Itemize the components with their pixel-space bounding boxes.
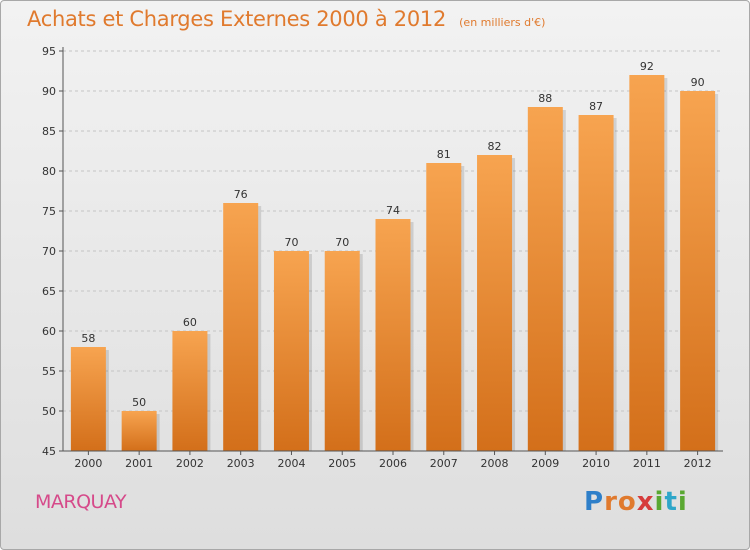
logo-letter: o [617,487,637,517]
y-tick-label: 80 [42,165,56,178]
bar-value-label: 60 [183,316,197,329]
y-tick-label: 50 [42,405,56,418]
bar [273,251,309,451]
bar-value-label: 74 [386,204,400,217]
x-tick-label: 2007 [430,457,458,470]
y-tick-label: 55 [42,365,56,378]
axes: 45 50 55 60 65 70 75 80 85 90 95 2000 2001 2002 2003 20… [42,45,723,470]
x-tick-label: 2005 [328,457,356,470]
bar [629,75,665,451]
bar [426,163,462,451]
bar-value-label: 81 [437,148,451,161]
y-tick-label: 85 [42,125,56,138]
logo-letter: t [664,487,678,517]
x-tick-label: 2006 [379,457,407,470]
bar [680,91,716,451]
bar [375,219,411,451]
bar [70,347,106,451]
bar [578,115,614,451]
x-tick-label: 2012 [684,457,712,470]
bar-value-label: 88 [538,92,552,105]
y-tick-label: 70 [42,245,56,258]
y-tick-label: 65 [42,285,56,298]
y-tick-label: 90 [42,85,56,98]
bar-value-label: 82 [488,140,502,153]
bars: 58 50 60 76 70 70 74 81 82 88 87 92 90 [70,60,719,451]
place-name: MARQUAY [35,491,127,513]
logo-letter: i [677,487,688,517]
proxiti-logo: Proxiti [584,487,688,517]
bar-value-label: 92 [640,60,654,73]
bar-value-label: 58 [81,332,95,345]
bar [223,203,259,451]
x-tick-label: 2002 [176,457,204,470]
bar-value-label: 90 [691,76,705,89]
x-tick-label: 2004 [277,457,305,470]
bar-value-label: 50 [132,396,146,409]
x-tick-label: 2009 [531,457,559,470]
chart-title-main: Achats et Charges Externes 2000 à 2012 [27,7,447,31]
logo-letter: P [584,487,605,517]
x-tick-label: 2011 [633,457,661,470]
chart-title-unit: (en milliers d'€) [459,16,546,29]
y-tick-label: 60 [42,325,56,338]
bar-value-label: 70 [335,236,349,249]
x-tick-label: 2003 [227,457,255,470]
x-tick-label: 2001 [125,457,153,470]
y-tick-label: 45 [42,445,56,458]
bar [121,411,157,451]
logo-letter: i [654,487,665,517]
y-tick-label: 75 [42,205,56,218]
bar-value-label: 70 [284,236,298,249]
bar [172,331,208,451]
bar [477,155,513,451]
x-tick-label: 2000 [74,457,102,470]
bar-value-label: 87 [589,100,603,113]
x-tick-label: 2008 [481,457,509,470]
logo-letter: x [636,487,655,517]
y-tick-label: 95 [42,45,56,58]
logo-letter: r [604,487,618,517]
bar [324,251,360,451]
x-tick-label: 2010 [582,457,610,470]
bar [527,107,563,451]
chart-title: Achats et Charges Externes 2000 à 2012 (… [27,7,545,31]
bar-value-label: 76 [234,188,248,201]
